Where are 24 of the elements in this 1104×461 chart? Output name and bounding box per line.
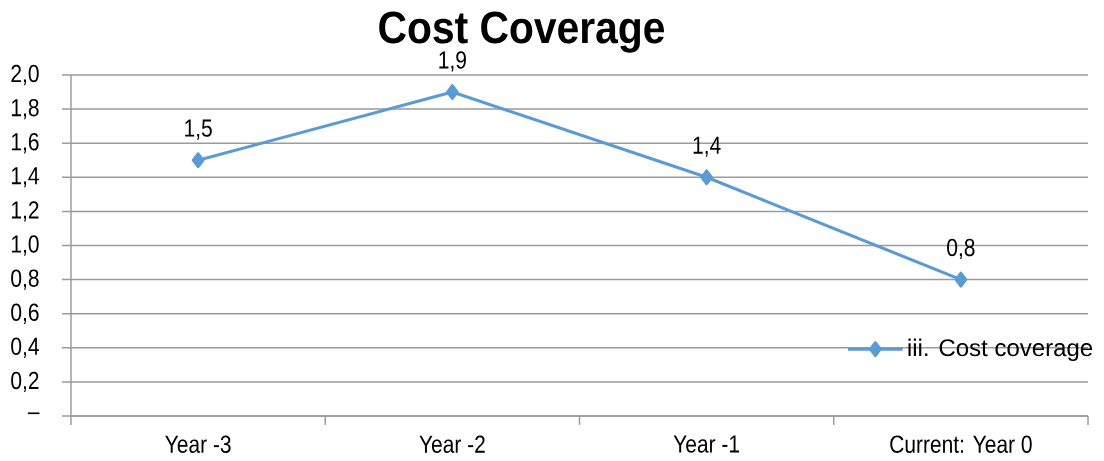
y-tick-label: 0,4 [11,337,39,358]
point [700,169,713,186]
x-tick-label: Year -3 [165,435,231,453]
y-tick-label: 1,2 [11,201,39,222]
legend-label: iii. Cost coverage [908,338,1093,361]
y-tick-label: 1,8 [11,98,39,120]
point [954,271,968,288]
x-tick-label: Year -1 [673,435,740,453]
x-tick-label: Current: Year 0 [890,435,1032,453]
y-tick-label: 1,0 [11,235,39,256]
data-label: 1,5 [185,119,212,140]
point [446,84,459,100]
y-tick-label: – [27,412,40,415]
x-tick-label: Year -2 [419,435,485,453]
y-tick-label: 1,6 [11,133,39,154]
y-tick-label: 0,8 [11,269,39,290]
y-tick-label: 2,0 [11,64,39,86]
data-label: 1,4 [693,136,721,157]
data-label: 0,8 [947,238,975,260]
point [191,152,205,169]
y-tick-label: 0,6 [11,303,39,324]
y-tick-label: 0,2 [11,371,39,393]
y-tick-label: 1,4 [11,167,39,188]
data-label: 1,9 [439,51,466,72]
